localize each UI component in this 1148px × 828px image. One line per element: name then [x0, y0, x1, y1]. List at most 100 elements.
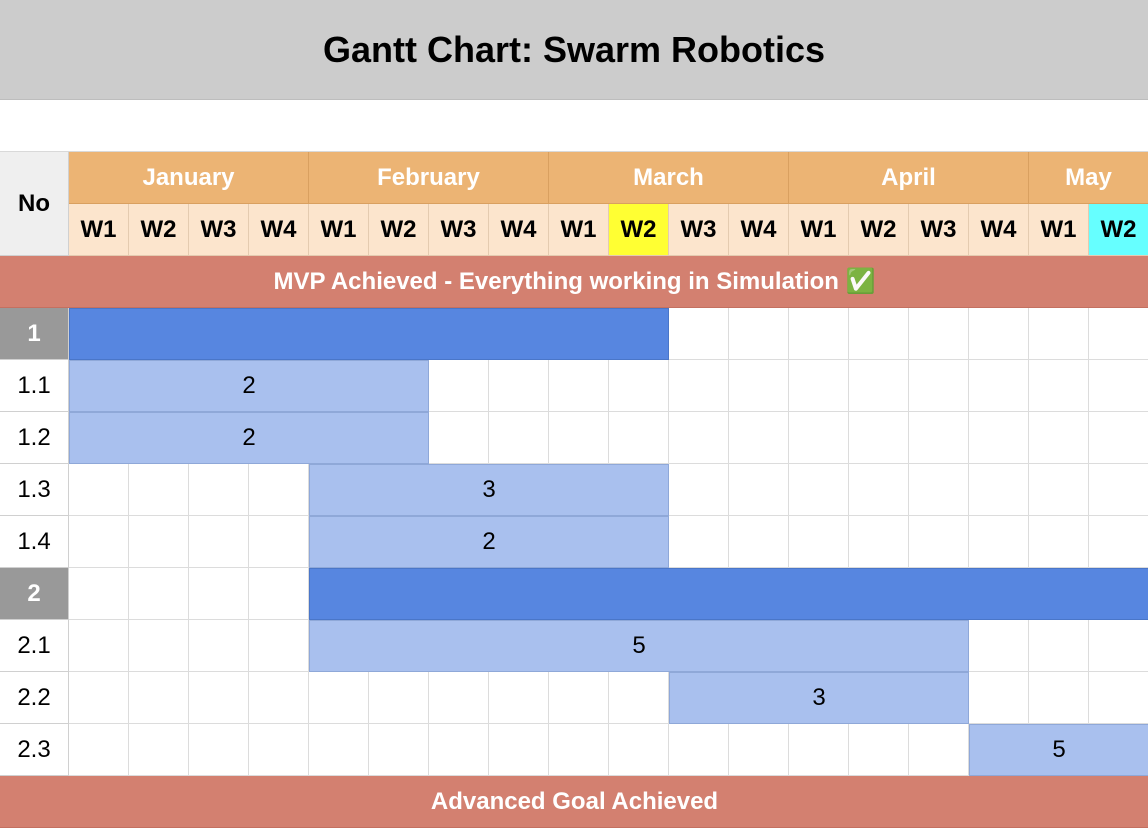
task-bar[interactable]: 2: [309, 516, 669, 568]
timeline-cell[interactable]: [669, 464, 729, 516]
timeline-cell[interactable]: [609, 360, 669, 412]
timeline-cell[interactable]: [369, 672, 429, 724]
timeline-cell[interactable]: [1029, 464, 1089, 516]
timeline-cell[interactable]: [969, 412, 1029, 464]
timeline-cell[interactable]: [789, 360, 849, 412]
timeline-cell[interactable]: [429, 672, 489, 724]
timeline-cell[interactable]: [69, 464, 129, 516]
timeline-cell[interactable]: [1029, 620, 1089, 672]
timeline-cell[interactable]: [309, 672, 369, 724]
timeline-cell[interactable]: [69, 516, 129, 568]
timeline-cell[interactable]: [549, 672, 609, 724]
timeline-cell[interactable]: [1029, 672, 1089, 724]
timeline-cell[interactable]: [249, 672, 309, 724]
timeline-cell[interactable]: [429, 360, 489, 412]
timeline-cell[interactable]: [1089, 360, 1148, 412]
timeline-cell[interactable]: [1029, 516, 1089, 568]
timeline-cell[interactable]: [549, 724, 609, 776]
timeline-cell[interactable]: [129, 620, 189, 672]
timeline-cell[interactable]: [1089, 464, 1148, 516]
timeline-cell[interactable]: [729, 412, 789, 464]
timeline-cell[interactable]: [609, 724, 669, 776]
timeline-cell[interactable]: [309, 724, 369, 776]
timeline-cell[interactable]: [849, 412, 909, 464]
timeline-cell[interactable]: [69, 620, 129, 672]
timeline-cell[interactable]: [909, 412, 969, 464]
timeline-cell[interactable]: [129, 568, 189, 620]
task-bar[interactable]: 5: [309, 620, 969, 672]
timeline-cell[interactable]: [1029, 412, 1089, 464]
timeline-cell[interactable]: [789, 724, 849, 776]
timeline-cell[interactable]: [909, 360, 969, 412]
timeline-cell[interactable]: [69, 724, 129, 776]
timeline-cell[interactable]: [849, 516, 909, 568]
timeline-cell[interactable]: [909, 724, 969, 776]
timeline-cell[interactable]: [729, 516, 789, 568]
timeline-cell[interactable]: [1029, 360, 1089, 412]
timeline-cell[interactable]: [249, 464, 309, 516]
timeline-cell[interactable]: [249, 724, 309, 776]
timeline-cell[interactable]: [1089, 672, 1148, 724]
timeline-cell[interactable]: [489, 724, 549, 776]
timeline-cell[interactable]: [489, 360, 549, 412]
task-bar[interactable]: 2: [69, 360, 429, 412]
timeline-cell[interactable]: [669, 516, 729, 568]
timeline-cell[interactable]: [909, 308, 969, 360]
timeline-cell[interactable]: [969, 620, 1029, 672]
timeline-cell[interactable]: [189, 672, 249, 724]
timeline-cell[interactable]: [489, 412, 549, 464]
timeline-cell[interactable]: [909, 464, 969, 516]
timeline-cell[interactable]: [849, 360, 909, 412]
timeline-cell[interactable]: [1089, 412, 1148, 464]
task-bar[interactable]: 2: [69, 412, 429, 464]
timeline-cell[interactable]: [369, 724, 429, 776]
timeline-cell[interactable]: [1089, 516, 1148, 568]
timeline-cell[interactable]: [729, 308, 789, 360]
timeline-cell[interactable]: [729, 360, 789, 412]
timeline-cell[interactable]: [189, 516, 249, 568]
timeline-cell[interactable]: [1089, 620, 1148, 672]
phase-bar[interactable]: [309, 568, 1148, 620]
timeline-cell[interactable]: [789, 464, 849, 516]
timeline-cell[interactable]: [189, 724, 249, 776]
timeline-cell[interactable]: [549, 360, 609, 412]
timeline-cell[interactable]: [189, 464, 249, 516]
timeline-cell[interactable]: [969, 672, 1029, 724]
timeline-cell[interactable]: [189, 568, 249, 620]
timeline-cell[interactable]: [189, 620, 249, 672]
timeline-cell[interactable]: [669, 724, 729, 776]
timeline-cell[interactable]: [249, 516, 309, 568]
timeline-cell[interactable]: [969, 308, 1029, 360]
timeline-cell[interactable]: [969, 360, 1029, 412]
timeline-cell[interactable]: [789, 412, 849, 464]
timeline-cell[interactable]: [129, 672, 189, 724]
timeline-cell[interactable]: [609, 672, 669, 724]
timeline-cell[interactable]: [729, 464, 789, 516]
timeline-cell[interactable]: [69, 568, 129, 620]
timeline-cell[interactable]: [489, 672, 549, 724]
timeline-cell[interactable]: [789, 516, 849, 568]
timeline-cell[interactable]: [69, 672, 129, 724]
timeline-cell[interactable]: [849, 464, 909, 516]
timeline-cell[interactable]: [669, 308, 729, 360]
timeline-cell[interactable]: [129, 724, 189, 776]
timeline-cell[interactable]: [969, 464, 1029, 516]
timeline-cell[interactable]: [429, 724, 489, 776]
task-bar[interactable]: 3: [669, 672, 969, 724]
timeline-cell[interactable]: [129, 516, 189, 568]
timeline-cell[interactable]: [849, 724, 909, 776]
timeline-cell[interactable]: [669, 412, 729, 464]
timeline-cell[interactable]: [129, 464, 189, 516]
timeline-cell[interactable]: [429, 412, 489, 464]
timeline-cell[interactable]: [669, 360, 729, 412]
task-bar[interactable]: 5: [969, 724, 1148, 776]
timeline-cell[interactable]: [549, 412, 609, 464]
task-bar[interactable]: 3: [309, 464, 669, 516]
timeline-cell[interactable]: [789, 308, 849, 360]
timeline-cell[interactable]: [729, 724, 789, 776]
timeline-cell[interactable]: [909, 516, 969, 568]
timeline-cell[interactable]: [1029, 308, 1089, 360]
timeline-cell[interactable]: [1089, 308, 1148, 360]
timeline-cell[interactable]: [249, 568, 309, 620]
timeline-cell[interactable]: [609, 412, 669, 464]
